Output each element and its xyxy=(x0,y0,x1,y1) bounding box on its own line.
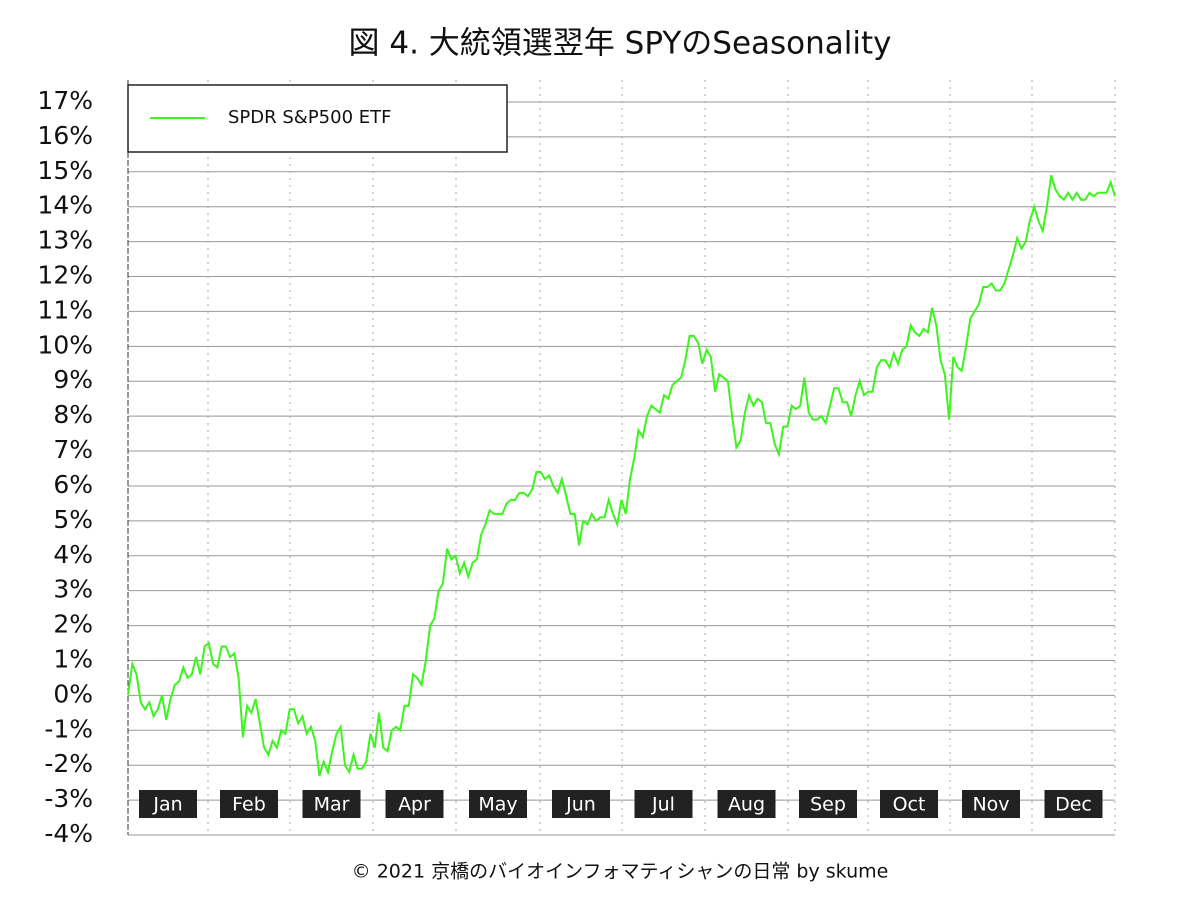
month-box xyxy=(1044,790,1103,818)
month-box xyxy=(469,790,527,818)
y-tick-label: 11% xyxy=(37,295,93,324)
chart-title: 図 4. 大統領選翌年 SPYのSeasonality xyxy=(349,26,892,62)
y-tick-label: 15% xyxy=(37,156,93,185)
month-box xyxy=(385,790,444,818)
month-label: Jul xyxy=(651,794,675,816)
y-tick-label: 12% xyxy=(37,261,93,290)
y-tick-label: 3% xyxy=(53,575,93,604)
month-label: Feb xyxy=(232,794,266,816)
month-box xyxy=(880,790,938,818)
y-tick-label: 4% xyxy=(53,540,93,569)
month-box xyxy=(962,790,1020,818)
y-tick-label: 2% xyxy=(53,610,93,639)
y-tick-label: 17% xyxy=(37,86,93,115)
month-label: Oct xyxy=(893,794,926,816)
y-tick-label: 8% xyxy=(53,400,93,429)
y-tick-label: 10% xyxy=(37,330,93,359)
month-label: Mar xyxy=(314,794,350,816)
month-label: Dec xyxy=(1055,794,1092,816)
month-label: Aug xyxy=(728,794,765,816)
month-box xyxy=(717,790,776,818)
month-label: Jun xyxy=(565,794,596,816)
y-tick-label: 0% xyxy=(53,679,93,708)
y-tick-label: -4% xyxy=(44,819,93,848)
month-box xyxy=(634,790,693,818)
month-label: Nov xyxy=(972,794,1009,816)
footer: © 2021 京橋のバイオインフォマティシャンの日常 by skume xyxy=(352,861,889,883)
y-tick-label: 16% xyxy=(37,121,93,150)
legend-label: SPDR S&P500 ETF xyxy=(228,107,392,128)
data-line xyxy=(127,175,1116,776)
y-tick-label: 7% xyxy=(53,435,93,464)
y-tick-label: 9% xyxy=(53,365,93,394)
month-label: Jan xyxy=(152,794,182,816)
month-box xyxy=(302,790,361,818)
month-label: Sep xyxy=(810,794,846,816)
month-box xyxy=(139,790,197,818)
y-tick-label: 1% xyxy=(53,644,93,673)
month-box xyxy=(220,790,278,818)
y-tick-label: -2% xyxy=(44,749,93,778)
month-box xyxy=(552,790,610,818)
month-label: May xyxy=(478,794,517,816)
y-tick-label: 14% xyxy=(37,191,93,220)
y-tick-label: -1% xyxy=(44,714,93,743)
month-box xyxy=(799,790,857,818)
y-tick-label: 5% xyxy=(53,505,93,534)
month-label: Apr xyxy=(398,794,431,816)
y-tick-label: -3% xyxy=(44,784,93,813)
y-tick-label: 13% xyxy=(37,226,93,255)
y-tick-label: 6% xyxy=(53,470,93,499)
